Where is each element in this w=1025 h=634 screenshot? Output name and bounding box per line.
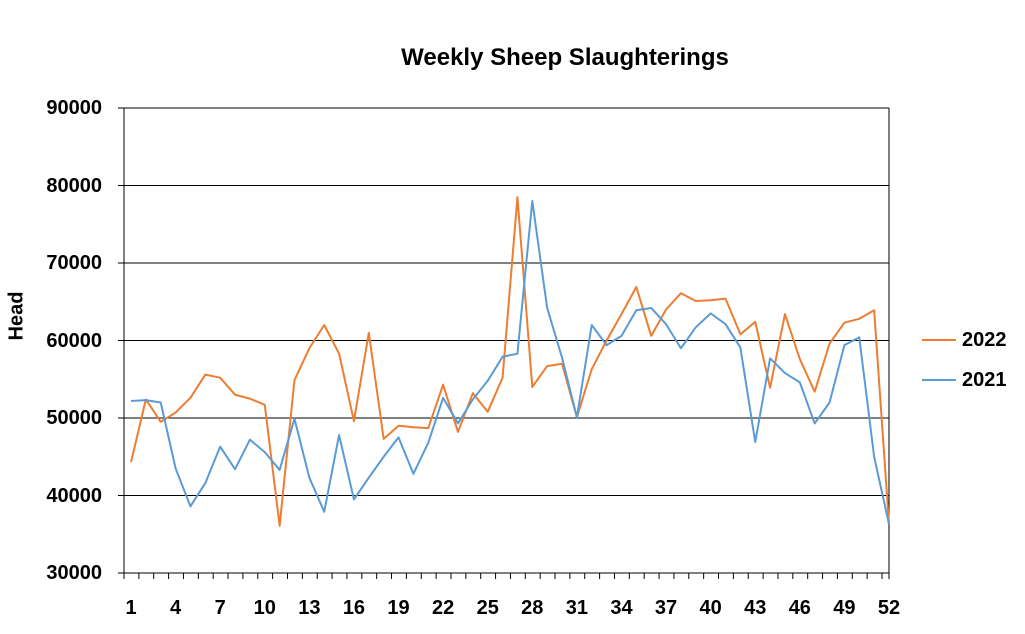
- x-tick-label: 10: [253, 597, 276, 619]
- chart-title: Weekly Sheep Slaughterings: [401, 44, 729, 71]
- x-tick-label: 25: [476, 597, 499, 619]
- x-tick-label: 40: [699, 597, 722, 619]
- y-tick-label: 30000: [46, 562, 102, 584]
- y-tick-label: 80000: [46, 174, 102, 197]
- y-tick-label: 90000: [46, 97, 102, 119]
- y-tick-label: 60000: [46, 329, 102, 352]
- x-tick-label: 1: [125, 597, 137, 619]
- x-tick-label: 22: [431, 597, 455, 619]
- legend-label: 2021: [962, 368, 1007, 391]
- x-tick-label: 31: [565, 597, 588, 619]
- x-tick-label: 28: [521, 597, 544, 619]
- x-tick-label: 19: [387, 597, 410, 619]
- series-line-2021: [130, 200, 890, 525]
- x-tick-label: 16: [342, 597, 366, 619]
- y-tick-label: 50000: [46, 407, 102, 429]
- x-tick-label: 43: [744, 597, 767, 619]
- x-tick-label: 4: [170, 597, 182, 619]
- x-tick-label: 49: [833, 597, 856, 619]
- y-tick-label: 70000: [46, 252, 102, 274]
- legend-item: 2021: [922, 368, 1007, 392]
- legend-item: 2022: [922, 328, 1007, 352]
- y-tick-label: 40000: [46, 484, 102, 507]
- legend-label: 2022: [962, 328, 1007, 351]
- x-tick-label: 7: [214, 597, 226, 619]
- legend-swatch: [922, 339, 956, 341]
- legend-swatch: [922, 379, 956, 381]
- x-tick-label: 46: [788, 597, 811, 619]
- x-tick-label: 52: [877, 597, 901, 619]
- x-tick-label: 34: [610, 597, 633, 619]
- x-tick-label: 37: [654, 597, 678, 619]
- x-tick-label: 13: [298, 597, 321, 619]
- series-line-2022: [130, 196, 890, 527]
